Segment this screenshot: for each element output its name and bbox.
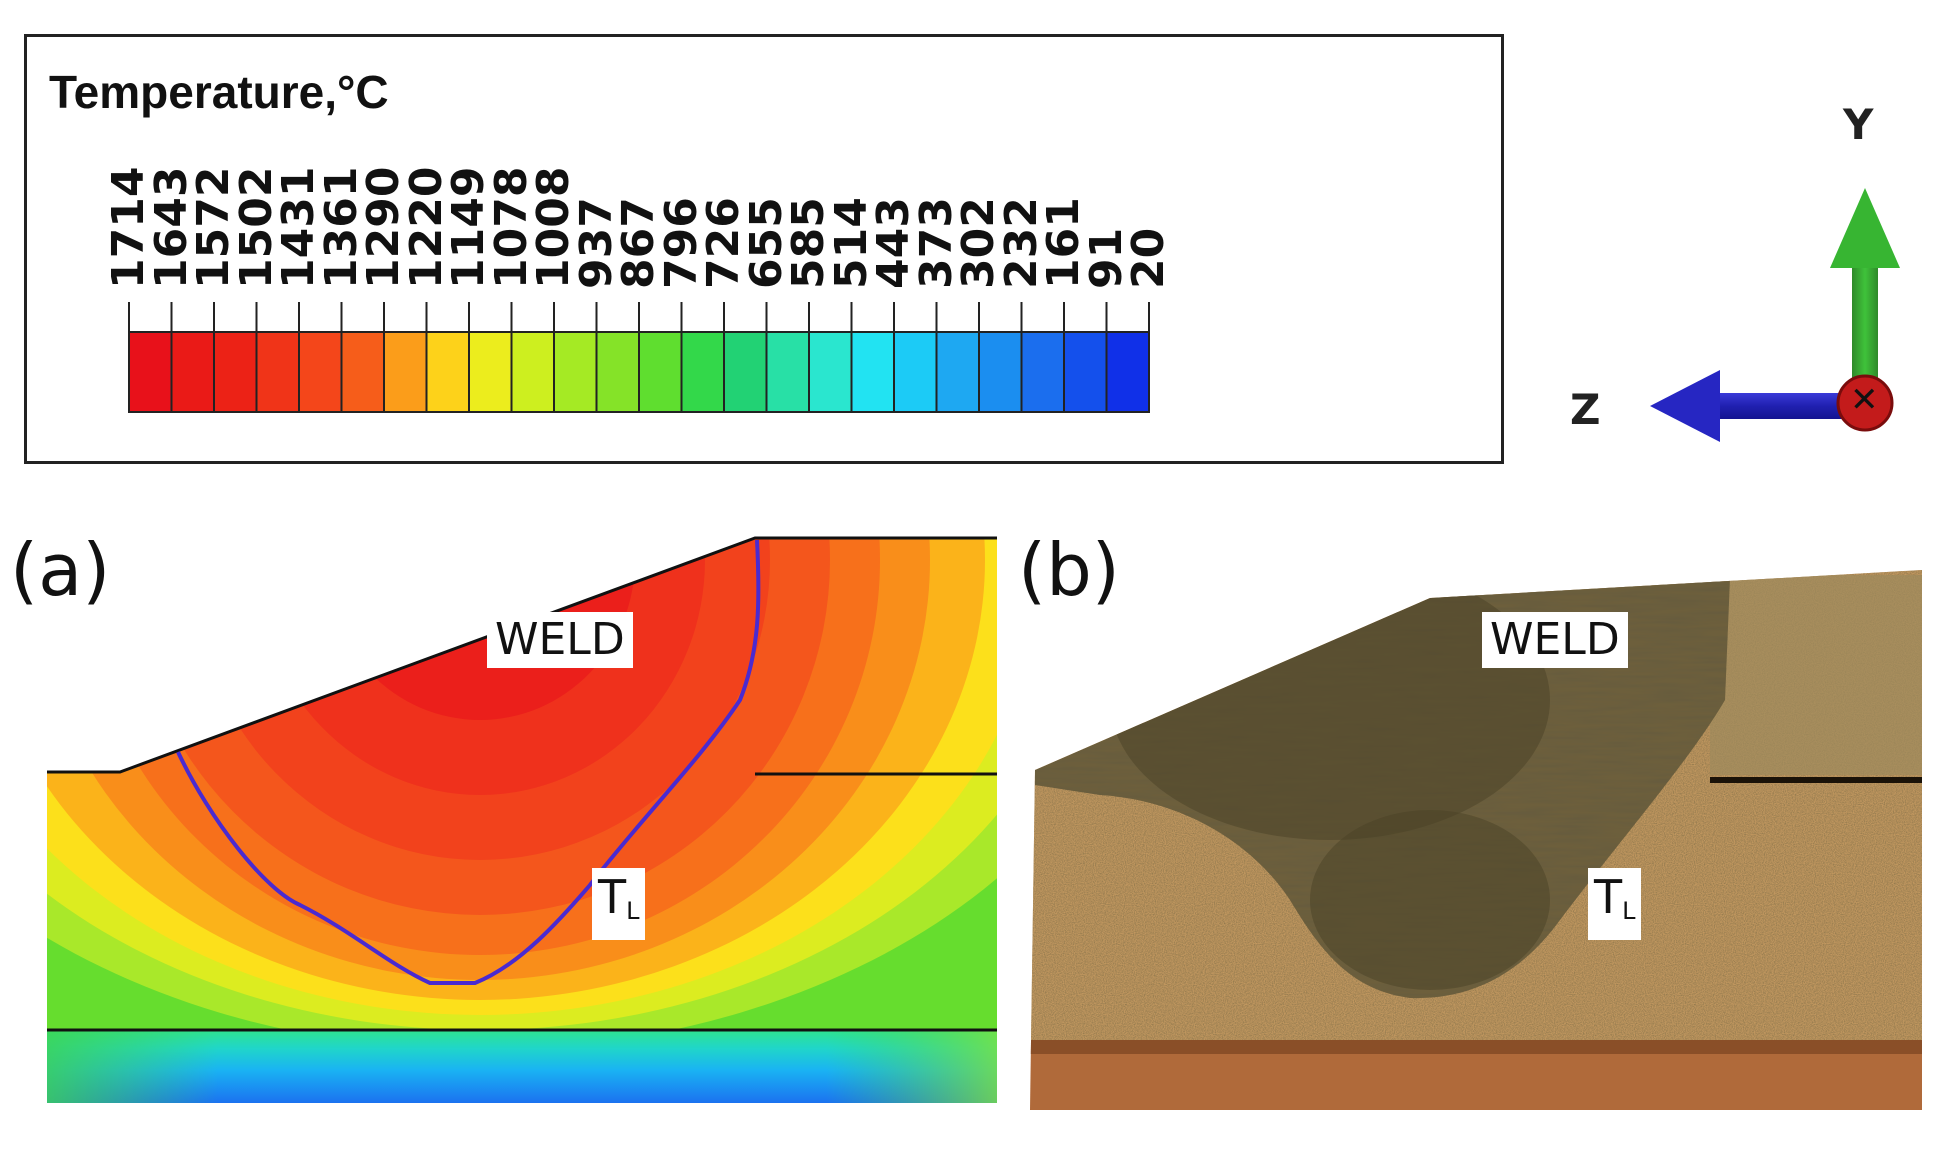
panel-a-tl-label: TL bbox=[592, 868, 646, 940]
colorbar-cell bbox=[851, 332, 895, 412]
panel-b-label: (b) bbox=[1018, 528, 1120, 612]
colorbar-cell bbox=[256, 332, 300, 412]
colorbar-cell bbox=[469, 332, 512, 412]
colorbar-cell bbox=[639, 332, 682, 412]
panel-a-tl-main: T bbox=[598, 870, 627, 924]
y-axis-label: Y bbox=[1843, 100, 1874, 149]
colorbar-cell bbox=[554, 332, 597, 412]
colorbar-cell bbox=[511, 332, 555, 412]
colorbar-cell bbox=[809, 332, 852, 412]
temperature-legend: Temperature,°C 1714 1643 1572 1502 1431 1361 1… bbox=[24, 34, 1504, 464]
colorbar-cell bbox=[936, 332, 980, 412]
colorbar-cell bbox=[171, 332, 215, 412]
colorbar-cell bbox=[341, 332, 385, 412]
colorbar-cell bbox=[384, 332, 427, 412]
panel-a-label: (a) bbox=[10, 528, 111, 612]
panel-b-tl-main: T bbox=[1594, 870, 1623, 924]
colorbar-cell bbox=[596, 332, 640, 412]
colorbar-cell bbox=[1064, 332, 1107, 412]
colorbar-cell bbox=[1106, 332, 1150, 412]
panel-b-tl-label: TL bbox=[1588, 868, 1642, 940]
colorbar-cell bbox=[724, 332, 767, 412]
panel-a-top-surface bbox=[47, 536, 997, 774]
legend-title: Temperature,°C bbox=[49, 66, 389, 118]
panel-a-tl-sub: L bbox=[626, 897, 640, 925]
colorbar-cell bbox=[129, 332, 172, 412]
x-axis-symbol: ✕ bbox=[1850, 380, 1879, 420]
panel-a-liquidus-isotherm bbox=[176, 539, 761, 985]
colorbar-cell bbox=[766, 332, 810, 412]
z-axis-label: Z bbox=[1570, 385, 1601, 434]
panel-b-tl-sub: L bbox=[1622, 897, 1636, 925]
panel-a-weld-label: WELD bbox=[487, 612, 633, 668]
colorbar-cell bbox=[681, 332, 725, 412]
colorbar-cell bbox=[894, 332, 937, 412]
legend-colorbar bbox=[128, 302, 1150, 413]
colorbar-cell bbox=[1021, 332, 1065, 412]
panel-b-weld-label: WELD bbox=[1482, 612, 1628, 668]
colorbar-cell bbox=[214, 332, 257, 412]
colorbar-cell bbox=[979, 332, 1022, 412]
colorbar-cell bbox=[426, 332, 470, 412]
colorbar-cell bbox=[299, 332, 342, 412]
